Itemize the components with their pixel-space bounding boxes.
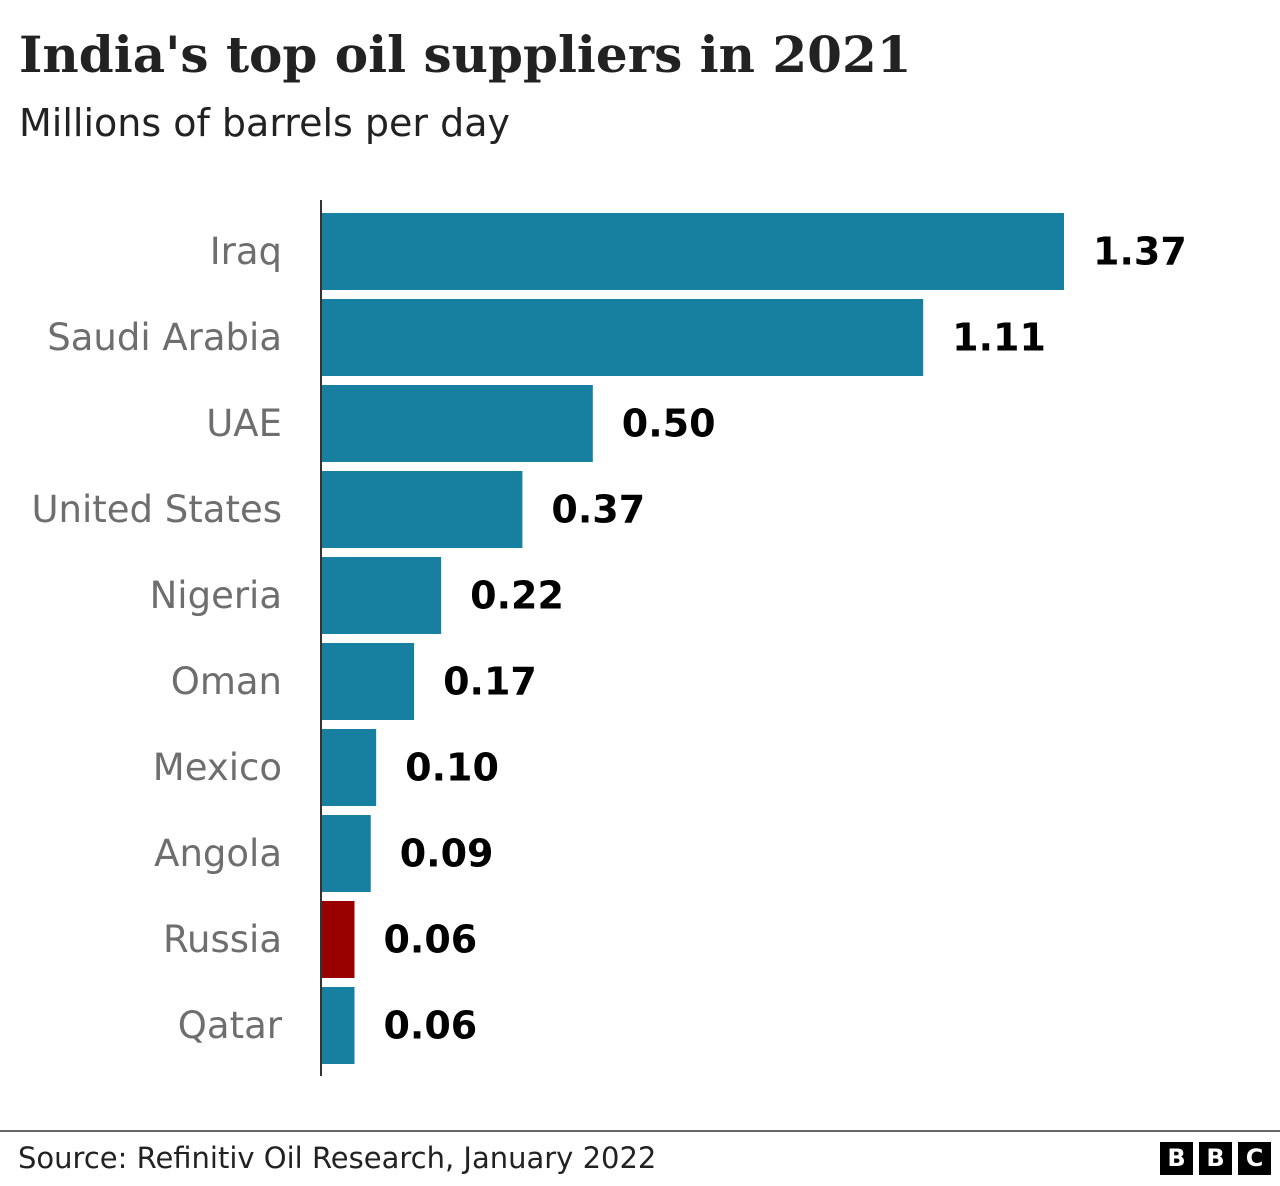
bar-mexico	[322, 729, 377, 806]
chart-subtitle: Millions of barrels per day	[19, 101, 510, 145]
category-label-oman: Oman	[171, 660, 282, 703]
bar-nigeria	[322, 557, 442, 634]
bar-oman	[322, 643, 415, 720]
value-label-iraq: 1.37	[1093, 230, 1187, 274]
category-label-united-states: United States	[31, 488, 282, 531]
bar-chart: Iraq 1.37 Saudi Arabia 1.11 UAE 0.50 United St…	[31, 200, 1187, 1076]
value-label-angola: 0.09	[400, 832, 494, 876]
bbc-logo-letter: B	[1199, 1142, 1232, 1175]
footer-divider	[0, 1130, 1280, 1132]
bbc-logo-letter: B	[1160, 1142, 1193, 1175]
category-label-mexico: Mexico	[153, 746, 282, 789]
bar-angola	[322, 815, 371, 892]
bbc-logo-letter: C	[1238, 1142, 1271, 1175]
value-label-mexico: 0.10	[405, 746, 499, 790]
value-label-russia: 0.06	[383, 918, 477, 962]
bar-qatar	[322, 987, 355, 1064]
chart-title: India's top oil suppliers in 2021	[19, 25, 912, 84]
value-label-saudi-arabia: 1.11	[952, 316, 1046, 360]
bar-russia	[322, 901, 355, 978]
bar-saudi-arabia	[322, 299, 924, 376]
category-label-saudi-arabia: Saudi Arabia	[47, 316, 282, 359]
value-label-qatar: 0.06	[383, 1004, 477, 1048]
bars-layer: Iraq 1.37 Saudi Arabia 1.11 UAE 0.50 United St…	[31, 213, 1187, 1064]
category-label-angola: Angola	[154, 832, 282, 875]
value-label-united-states: 0.37	[551, 488, 645, 532]
bbc-logo: B B C	[1160, 1142, 1271, 1175]
value-label-oman: 0.17	[443, 660, 537, 704]
category-label-russia: Russia	[163, 918, 282, 961]
category-label-iraq: Iraq	[210, 230, 282, 273]
source-note: Source: Refinitiv Oil Research, January …	[18, 1141, 657, 1175]
value-label-nigeria: 0.22	[470, 574, 564, 618]
bar-uae	[322, 385, 593, 462]
value-label-uae: 0.50	[622, 402, 716, 446]
category-label-qatar: Qatar	[178, 1004, 283, 1047]
bar-iraq	[322, 213, 1064, 290]
category-label-uae: UAE	[206, 402, 282, 445]
category-label-nigeria: Nigeria	[150, 574, 282, 617]
bar-united-states	[322, 471, 523, 548]
